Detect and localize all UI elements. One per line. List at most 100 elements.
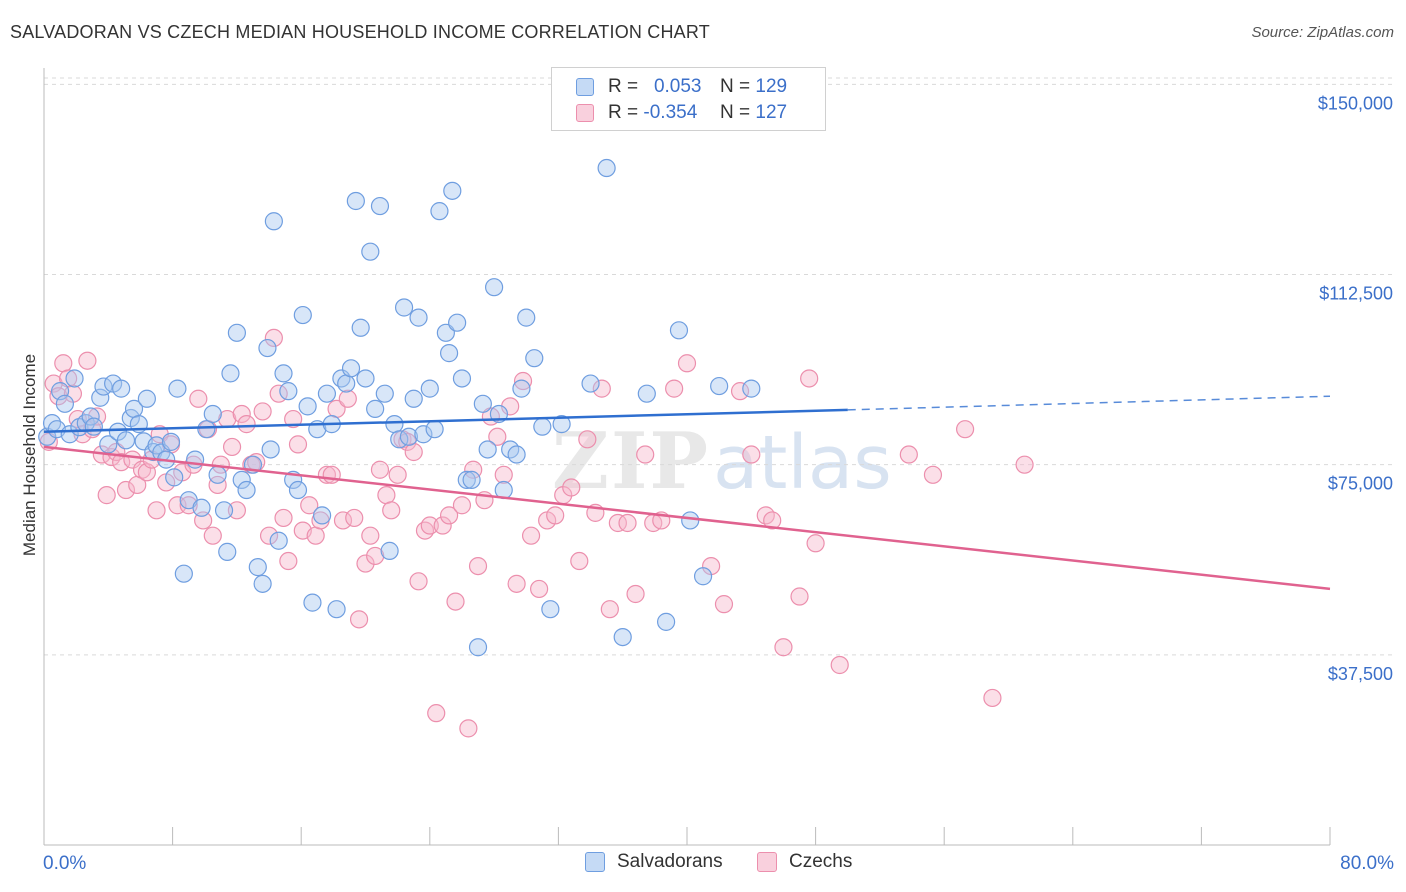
czechs-point: [742, 445, 761, 464]
czechs-point: [322, 465, 341, 484]
legend-swatch-czechs: [576, 104, 594, 122]
czechs-point: [459, 719, 478, 738]
czechs-point: [530, 579, 549, 599]
salvadorans-point: [485, 278, 504, 297]
salvadorans-point: [420, 379, 439, 398]
czechs-point: [415, 521, 435, 540]
watermark-atlas: atlas: [713, 420, 892, 506]
salvadorans-point: [218, 542, 237, 561]
czechs-point: [274, 508, 293, 528]
legend-label-czechs: Czechs: [789, 851, 853, 872]
salvadorans-point: [375, 384, 394, 403]
swatch-czechs: [757, 852, 777, 872]
czechs-point: [366, 546, 385, 566]
czechs-point: [790, 587, 809, 606]
salvadorans-point: [81, 407, 100, 426]
czechs-point: [361, 526, 380, 545]
salvadorans-point: [165, 468, 184, 487]
czechs-point: [763, 511, 782, 530]
czechs-point: [232, 404, 251, 424]
salvadorans-point: [203, 404, 222, 424]
salvadorans-point: [84, 417, 103, 436]
salvadorans-point: [468, 638, 488, 657]
czechs-point: [600, 600, 619, 619]
salvadorans-point: [303, 593, 322, 612]
salvadorans-point: [525, 349, 544, 368]
salvadorans-point: [436, 323, 455, 342]
salvadorans-point: [137, 389, 156, 408]
czechs-point: [227, 501, 246, 520]
salvadorans-point: [227, 323, 246, 342]
salvadorans-point: [404, 389, 423, 408]
x-tick-max: 80.0%: [1340, 853, 1394, 874]
czechs-point: [592, 379, 611, 398]
czechs-point: [253, 402, 272, 421]
axes: [43, 68, 1331, 846]
y-tick-label: $112,500: [1319, 284, 1393, 304]
czechs-point: [264, 328, 283, 348]
salvadorans-point: [473, 394, 492, 413]
czechs-point: [288, 435, 308, 454]
czechs-point: [382, 501, 401, 520]
czechs-point: [578, 430, 597, 449]
trend-lines: [43, 395, 1331, 591]
n-value: 127: [755, 102, 788, 123]
czechs-point: [546, 506, 565, 525]
salvadorans-point: [221, 364, 240, 383]
salvadorans-point: [341, 359, 361, 378]
salvadorans-point: [312, 506, 332, 525]
salvadorans-point: [116, 431, 136, 450]
salvadorans-point: [274, 364, 293, 383]
czechs-point: [349, 610, 369, 629]
czechs-point: [1015, 455, 1034, 474]
czechs-trend-line: [43, 445, 1331, 591]
czechs-point: [338, 389, 357, 408]
legend-swatch-salvadorans: [576, 78, 594, 96]
source-label: Source: ZipAtlas.com: [1251, 24, 1394, 41]
salvadorans-point: [264, 212, 283, 231]
salvadorans-point: [356, 369, 375, 388]
czechs-point: [345, 508, 364, 528]
czechs-point: [983, 688, 1002, 708]
salvadorans-point: [237, 480, 256, 500]
czechs-points: [39, 328, 1034, 738]
salvadorans-point: [613, 627, 632, 647]
czechs-point: [521, 526, 541, 545]
salvadorans-point: [293, 305, 312, 325]
czechs-point: [306, 526, 325, 545]
salvadorans-point: [457, 470, 476, 489]
legend-item-czechs[interactable]: Czechs: [757, 851, 852, 873]
legend-row-czechs: R = -0.354 N = 127: [576, 102, 787, 124]
salvadorans-point: [478, 440, 497, 459]
legend-label-salvadorans: Salvadorans: [617, 851, 723, 872]
czechs-point: [774, 638, 793, 657]
czechs-point: [608, 513, 627, 533]
y-tick-label: $75,000: [1328, 474, 1393, 494]
salvadorans-point: [399, 427, 419, 446]
czechs-point: [714, 595, 734, 614]
czechs-point: [377, 486, 396, 505]
salvadorans-point: [370, 196, 390, 216]
czechs-point: [507, 574, 526, 593]
salvadorans-point: [448, 313, 467, 332]
legend-item-salvadorans[interactable]: Salvadorans: [585, 851, 723, 873]
czechs-point: [562, 478, 581, 497]
czechs-point: [370, 460, 390, 479]
czechs-point: [636, 445, 655, 464]
salvadorans-point: [552, 415, 571, 434]
czechs-point: [97, 486, 116, 505]
r-value: 0.053: [653, 76, 702, 97]
czechs-point: [830, 655, 849, 675]
salvadorans-point: [425, 420, 444, 439]
salvadorans-point: [337, 374, 356, 393]
legend-r-salvadorans: R = 0.053: [608, 76, 720, 98]
salvadorans-point: [385, 415, 404, 434]
salvadorans-point: [261, 440, 280, 459]
salvadorans-point: [327, 600, 346, 619]
salvadorans-point: [541, 600, 560, 619]
salvadorans-point: [161, 432, 181, 451]
salvadorans-point: [197, 420, 216, 439]
salvadorans-point: [507, 445, 526, 464]
salvadorans-point: [298, 397, 317, 416]
czechs-point: [409, 572, 428, 591]
